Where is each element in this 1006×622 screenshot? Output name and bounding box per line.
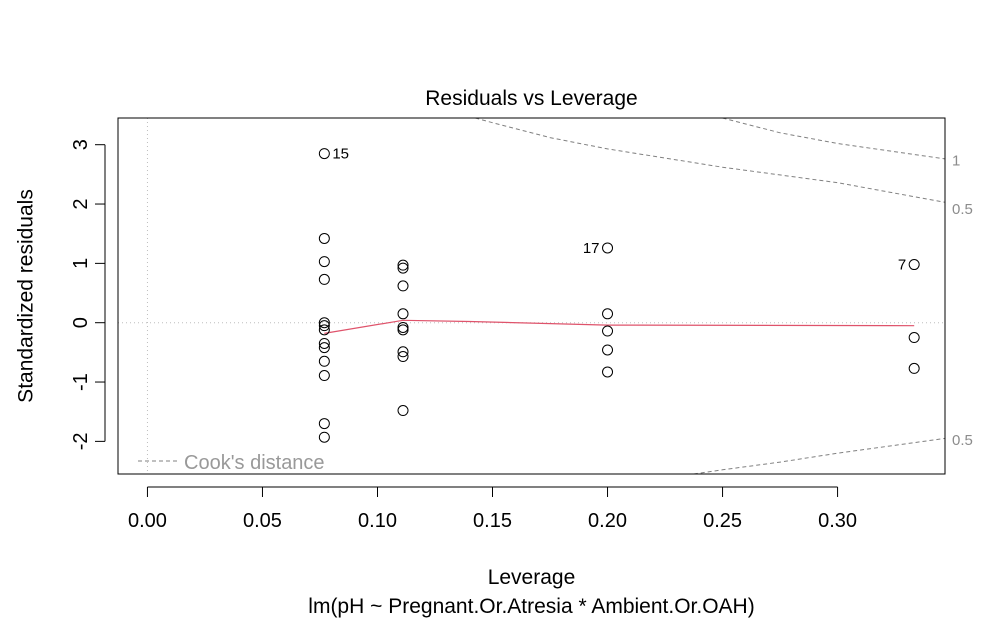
data-point <box>397 280 409 292</box>
data-point <box>318 342 330 354</box>
x-tick-label: 0.20 <box>588 510 627 532</box>
x-tick-label: 0.10 <box>358 510 397 532</box>
y-tick-label: 1 <box>70 258 92 269</box>
plot-frame <box>117 117 946 475</box>
cooks-edge-label: 0.5 <box>952 201 973 218</box>
cooks-contour-upper-0-5 <box>722 117 946 160</box>
data-point <box>318 273 330 285</box>
data-point <box>602 325 614 337</box>
data-point <box>318 232 330 244</box>
data-point <box>397 324 409 336</box>
point-label: 17 <box>583 240 600 257</box>
data-point <box>318 324 330 336</box>
data-point <box>397 259 409 271</box>
cooks-edge-label: 0.5 <box>952 432 973 449</box>
y-tick-label: 3 <box>70 139 92 150</box>
data-point <box>318 320 330 332</box>
x-axis-label: Leverage <box>488 566 576 589</box>
smooth-line-group <box>324 319 915 334</box>
x-axis: 0.00 0.05 0.10 0.15 0.20 0.25 0.30 <box>128 486 857 532</box>
data-point <box>397 321 409 333</box>
y-axis-label: Standardized residuals <box>15 189 38 403</box>
point-labels: 15 17 7 <box>332 146 906 274</box>
data-point <box>602 344 614 356</box>
y-tick-label: 0 <box>70 317 92 328</box>
y-tick-label: -1 <box>70 373 92 391</box>
x-tick-label: 0.25 <box>703 510 742 532</box>
y-tick-label: 2 <box>70 198 92 209</box>
cooks-contour-upper-1 <box>475 117 946 203</box>
data-point <box>908 362 920 374</box>
smooth-line <box>324 319 915 334</box>
point-label: 7 <box>898 257 906 274</box>
cooks-distance-contours <box>475 117 946 475</box>
cooks-edge-labels: 1 0.5 0.5 <box>952 153 973 449</box>
data-point <box>908 259 920 271</box>
y-tick-label: -2 <box>70 432 92 450</box>
data-point <box>318 355 330 367</box>
data-point <box>602 308 614 320</box>
data-point <box>397 346 409 358</box>
data-point <box>397 262 409 274</box>
data-point <box>318 418 330 430</box>
data-points <box>318 148 920 443</box>
model-caption: lm(pH ~ Pregnant.Or.Atresia * Ambient.Or… <box>308 595 754 618</box>
legend-label: Cook's distance <box>184 452 325 474</box>
data-point <box>318 317 330 329</box>
data-point <box>318 370 330 382</box>
y-axis: -2 -1 0 1 2 3 <box>70 139 106 450</box>
data-point <box>397 405 409 417</box>
data-point <box>602 366 614 378</box>
cooks-contour-lower-0-5 <box>693 437 946 475</box>
data-point <box>318 148 330 160</box>
data-point <box>318 431 330 443</box>
x-tick-label: 0.05 <box>243 510 282 532</box>
data-point <box>397 351 409 363</box>
legend: Cook's distance <box>138 452 325 474</box>
cooks-edge-label: 1 <box>952 153 960 170</box>
data-point <box>318 256 330 268</box>
x-tick-label: 0.30 <box>818 510 857 532</box>
reference-lines <box>118 118 945 474</box>
point-label: 15 <box>332 146 349 163</box>
chart-title: Residuals vs Leverage <box>425 87 637 110</box>
data-point <box>908 332 920 344</box>
data-point <box>397 308 409 320</box>
x-tick-label: 0.15 <box>473 510 512 532</box>
data-point <box>602 242 614 254</box>
data-point <box>318 337 330 349</box>
x-tick-label: 0.00 <box>128 510 167 532</box>
